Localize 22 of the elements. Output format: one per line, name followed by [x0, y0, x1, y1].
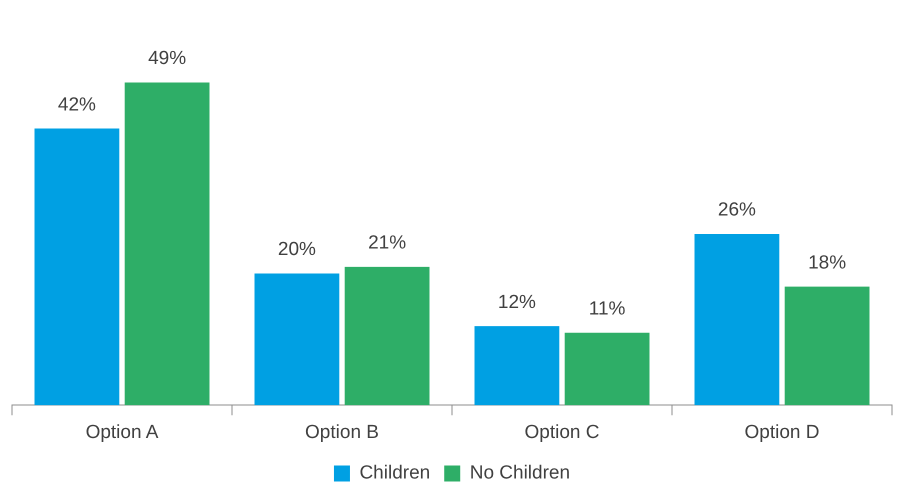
data-label: 11% — [588, 298, 626, 320]
bar — [784, 286, 870, 406]
bar — [564, 332, 650, 406]
data-label: 26% — [718, 200, 756, 221]
x-tick-label: Option B — [305, 422, 379, 443]
x-tick-label: Option A — [86, 422, 159, 443]
x-tick-label: Option D — [744, 422, 820, 443]
data-label: 49% — [148, 48, 186, 70]
x-tick-label: Option C — [524, 422, 600, 443]
bar — [344, 266, 430, 406]
data-label: 21% — [368, 232, 406, 254]
data-label: 12% — [498, 292, 536, 313]
bar — [474, 326, 560, 406]
bar — [254, 273, 340, 406]
bar — [34, 128, 120, 406]
data-label: 42% — [58, 94, 96, 116]
legend-label: No Children — [470, 462, 570, 484]
legend-label: Children — [359, 462, 430, 484]
bar — [694, 234, 780, 406]
bar — [124, 82, 210, 406]
data-label: 18% — [808, 252, 846, 274]
data-label: 20% — [278, 239, 316, 260]
